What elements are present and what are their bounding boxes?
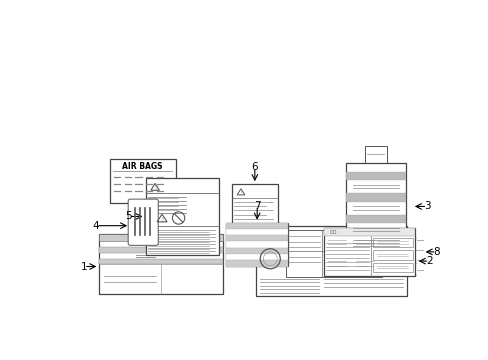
Bar (110, 159, 175, 203)
Bar (226, 254, 287, 260)
Bar (226, 222, 287, 229)
Text: 4: 4 (93, 221, 100, 231)
Bar (226, 248, 287, 254)
Text: 7: 7 (253, 201, 260, 211)
Text: !: ! (240, 190, 241, 194)
Bar (372, 250, 412, 260)
Bar (99, 247, 222, 253)
Bar (133, 207, 153, 236)
Bar (226, 222, 287, 266)
Bar (324, 228, 414, 276)
Text: 2: 2 (426, 256, 432, 266)
Bar (99, 259, 222, 264)
Bar (345, 215, 405, 223)
Text: 1: 1 (81, 261, 87, 271)
Bar (145, 178, 218, 255)
Bar (325, 233, 348, 250)
Bar (226, 260, 287, 266)
Bar (231, 184, 277, 232)
Bar (256, 226, 406, 296)
Bar (99, 234, 222, 241)
Bar (345, 163, 405, 251)
Bar (226, 229, 287, 235)
Bar (324, 228, 414, 237)
Bar (372, 238, 412, 247)
Bar (99, 234, 222, 294)
Bar (226, 242, 287, 248)
Text: 6: 6 (251, 162, 258, 172)
Text: AIR BAGS: AIR BAGS (122, 162, 163, 171)
Text: OO: OO (329, 230, 336, 235)
Bar (353, 255, 377, 272)
Text: !: ! (161, 217, 163, 222)
Text: 8: 8 (432, 247, 439, 257)
Bar (226, 235, 287, 242)
Text: 3: 3 (423, 202, 430, 211)
Text: !: ! (154, 185, 156, 190)
Bar (285, 230, 381, 276)
Bar (364, 145, 386, 163)
FancyBboxPatch shape (128, 199, 158, 245)
Bar (372, 263, 412, 272)
Bar (345, 172, 405, 180)
Bar (325, 255, 348, 272)
Text: 5: 5 (125, 211, 132, 221)
Bar (353, 233, 377, 250)
Bar (345, 193, 405, 202)
